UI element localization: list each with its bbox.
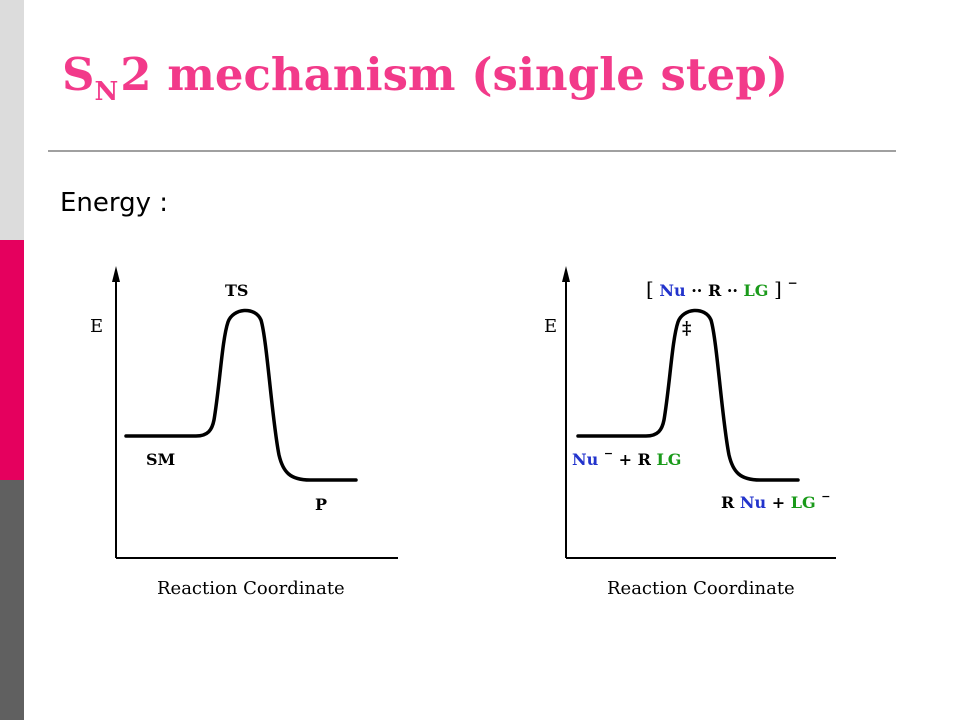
left-sm-label: SM bbox=[146, 450, 175, 469]
sidebar-bottom-band bbox=[0, 480, 24, 720]
ts-bracket-open: [ bbox=[646, 277, 654, 301]
right-y-axis-arrow bbox=[562, 266, 570, 282]
title-rest: 2 mechanism (single step) bbox=[120, 48, 788, 101]
reactant-lg: LG bbox=[657, 450, 682, 469]
left-x-label: Reaction Coordinate bbox=[157, 578, 345, 599]
ts-charge: − bbox=[787, 276, 797, 290]
reactant-nu: Nu bbox=[572, 450, 599, 469]
ts-r: R bbox=[708, 281, 722, 300]
ts-dagger: ‡ bbox=[682, 318, 691, 339]
right-x-label: Reaction Coordinate bbox=[607, 578, 795, 599]
left-energy-curve bbox=[124, 308, 358, 482]
left-y-label: E bbox=[90, 316, 103, 337]
left-ts-label: TS bbox=[225, 281, 248, 300]
sidebar-accent-band bbox=[0, 240, 24, 480]
ts-lg: LG bbox=[744, 281, 769, 300]
reactant-plus: + bbox=[619, 450, 632, 469]
ts-nu: Nu bbox=[659, 281, 686, 300]
ts-complex-label: [ Nu ·· R ·· LG ] − bbox=[646, 276, 798, 301]
ts-dots-1: ·· bbox=[691, 281, 702, 300]
product-r: R bbox=[721, 493, 735, 512]
left-p-label: P bbox=[315, 495, 327, 514]
product-lg: LG bbox=[791, 493, 816, 512]
reactants-label: Nu − + R LG bbox=[572, 442, 681, 469]
right-y-label: E bbox=[544, 316, 557, 337]
product-plus: + bbox=[772, 493, 785, 512]
energy-heading: Energy : bbox=[60, 188, 169, 218]
diagram-right: E [ Nu ·· R ·· LG ] − ‡ Nu − + R LG R Nu… bbox=[544, 266, 836, 599]
product-lg-charge: − bbox=[821, 490, 830, 503]
ts-bracket-close: ] bbox=[774, 277, 782, 301]
title-s: S bbox=[62, 48, 95, 101]
ts-dots-2: ·· bbox=[727, 281, 738, 300]
products-label: R Nu + LG − bbox=[721, 490, 830, 512]
title-divider bbox=[48, 150, 896, 152]
title-subscript: N bbox=[94, 77, 119, 107]
left-y-axis-arrow bbox=[112, 266, 120, 282]
slide-title: SN2 mechanism (single step) bbox=[62, 52, 788, 105]
diagram-left: E TS SM P Reaction Coordinate bbox=[90, 266, 398, 599]
reactant-r: R bbox=[638, 450, 652, 469]
product-nu: Nu bbox=[740, 493, 767, 512]
reactant-nu-charge: − bbox=[604, 447, 613, 460]
sidebar-top-band bbox=[0, 0, 24, 240]
right-energy-curve bbox=[576, 308, 800, 482]
